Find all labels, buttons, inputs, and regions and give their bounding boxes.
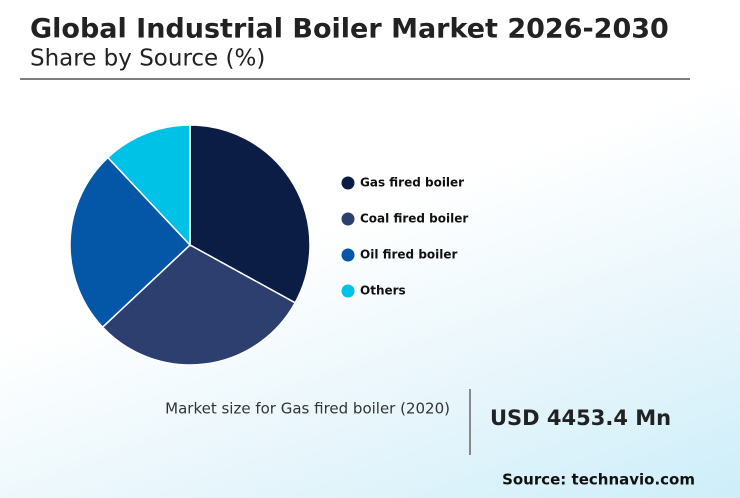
legend-swatch [341,212,355,226]
pie-slice [101,244,297,366]
legend: Gas fired boiler Coal fired boiler Oil fir… [341,176,468,298]
pie [69,124,311,366]
legend-label: Oil fired boiler [360,248,458,262]
source: Source: technavio.com [502,471,695,489]
legend-swatch [341,248,355,262]
legend-swatch [341,284,355,298]
legend-swatch [341,176,355,190]
chart-subtitle: Share by Source (%) [30,46,265,72]
legend-label: Gas fired boiler [360,176,464,190]
pie-slice [69,156,192,329]
highlight-value: USD 4453.4 Mn [490,406,671,430]
chart-title: Global Industrial Boiler Market 2026-203… [30,14,669,45]
legend-label: Others [360,284,406,298]
highlight-label: Market size for Gas fired boiler (2020) [165,400,450,418]
legend-label: Coal fired boiler [360,212,468,226]
pie-slice [189,124,311,304]
pie-slice [106,124,191,247]
